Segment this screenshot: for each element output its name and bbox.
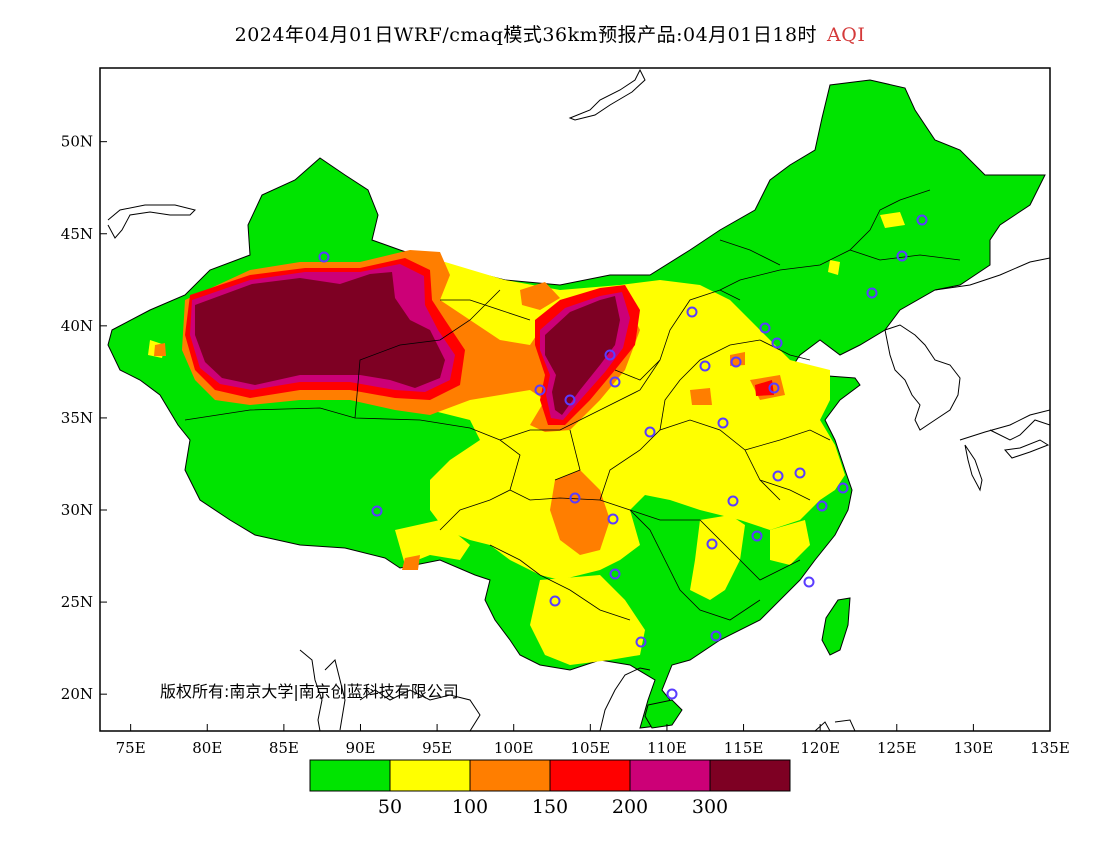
city-marker [717, 417, 729, 429]
x-tick-label: 95E [422, 739, 452, 757]
x-tick-label: 115E [724, 739, 764, 757]
y-tick-label: 40N [61, 317, 93, 335]
city-marker [644, 426, 656, 438]
y-axis: 20N 25N 30N 35N 40N 45N 50N [61, 133, 107, 703]
city-marker [837, 482, 849, 494]
y-tick-label: 20N [61, 685, 93, 703]
city-marker [699, 360, 711, 372]
x-tick-label: 110E [647, 739, 687, 757]
city-marker [706, 538, 718, 550]
legend-swatch [389, 759, 471, 792]
city-marker [896, 250, 908, 262]
x-axis: 75E 80E 85E 90E 95E 100E 105E 110E 115E 120E 125E 1… [116, 724, 1070, 757]
city-marker [564, 394, 576, 406]
x-tick-label: 90E [345, 739, 375, 757]
x-tick-label: 80E [192, 739, 222, 757]
legend-swatch [629, 759, 711, 792]
city-marker [866, 287, 878, 299]
y-tick-label: 50N [61, 133, 93, 151]
city-marker [604, 349, 616, 361]
legend-swatch [469, 759, 551, 792]
legend-swatch [309, 759, 391, 792]
y-tick-label: 35N [61, 409, 93, 427]
map-frame [99, 67, 1051, 732]
legend-label: 300 [692, 796, 728, 818]
city-marker [318, 251, 330, 263]
city-marker [794, 467, 806, 479]
x-tick-label: 75E [116, 739, 146, 757]
city-marker [666, 688, 678, 700]
y-tick-label: 45N [61, 225, 93, 243]
city-marker [686, 306, 698, 318]
city-marker [727, 495, 739, 507]
city-marker [803, 576, 815, 588]
legend-swatch [709, 759, 791, 792]
y-tick-label: 25N [61, 593, 93, 611]
city-marker [771, 337, 783, 349]
city-marker [730, 356, 742, 368]
legend-label: 150 [532, 796, 568, 818]
x-tick-label: 135E [1030, 739, 1070, 757]
legend-swatch [549, 759, 631, 792]
city-marker [549, 595, 561, 607]
x-tick-label: 120E [800, 739, 840, 757]
city-marker [609, 568, 621, 580]
city-marker [607, 513, 619, 525]
map-title: 2024年04月01日WRF/cmaq模式36km预报产品:04月01日18时 A… [0, 20, 1100, 47]
province-boundaries [184, 189, 961, 621]
city-marker [816, 500, 828, 512]
legend-label: 100 [452, 796, 488, 818]
city-marker [751, 530, 763, 542]
aqi-maroon-zones [195, 272, 620, 415]
map-area: 版权所有:南京大学|南京创蓝科技有限公司 [107, 68, 1050, 731]
y-tick-label: 30N [61, 501, 93, 519]
city-markers [318, 214, 928, 700]
city-marker [759, 322, 771, 334]
city-marker [609, 376, 621, 388]
x-tick-label: 85E [269, 739, 299, 757]
title-variable: AQI [827, 24, 866, 46]
neighbor-coastlines [107, 68, 1050, 731]
city-marker [768, 382, 780, 394]
city-marker [371, 505, 383, 517]
x-tick-label: 130E [954, 739, 994, 757]
taiwan-region [821, 597, 851, 656]
aqi-legend: 50 100 150 200 300 [309, 759, 791, 818]
title-main: 2024年04月01日WRF/cmaq模式36km预报产品:04月01日18时 [234, 24, 818, 46]
legend-label: 200 [612, 796, 648, 818]
legend-label: 50 [378, 796, 402, 818]
city-marker [772, 470, 784, 482]
copyright-text: 版权所有:南京大学|南京创蓝科技有限公司 [160, 682, 459, 701]
x-tick-label: 125E [877, 739, 917, 757]
city-marker [569, 492, 581, 504]
hainan-region [644, 699, 683, 729]
city-marker [710, 630, 722, 642]
city-marker [916, 214, 928, 226]
city-marker [534, 384, 546, 396]
x-tick-label: 105E [571, 739, 611, 757]
x-tick-label: 100E [494, 739, 534, 757]
city-marker [635, 636, 647, 648]
